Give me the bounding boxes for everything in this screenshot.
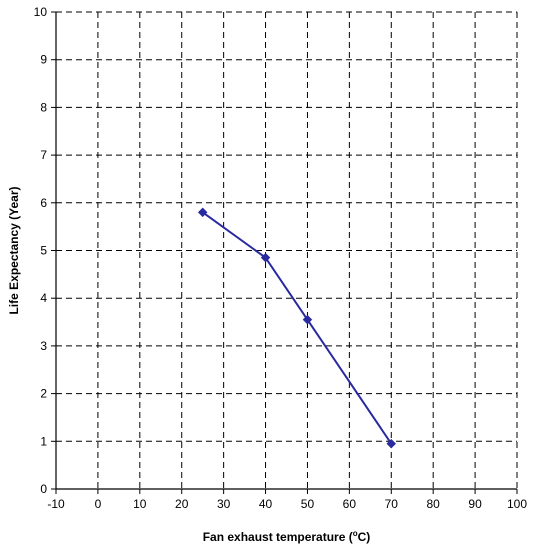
x-axis-title-unit: C)	[358, 530, 371, 544]
y-tick-label: 9	[40, 53, 47, 67]
x-tick-label: 40	[259, 497, 273, 511]
data-point-marker	[386, 438, 397, 449]
y-axis-title: Life Expectancy (Year)	[7, 186, 21, 314]
series-line	[202, 211, 393, 445]
y-tick-label: 3	[40, 339, 47, 353]
y-tick-label: 5	[40, 244, 47, 258]
data-point-marker	[302, 314, 313, 325]
x-axis-title-degree: o	[353, 529, 358, 538]
x-tick-label: 20	[175, 497, 189, 511]
y-tick-label: 6	[40, 196, 47, 210]
x-tick-label: 60	[343, 497, 357, 511]
x-axis-title-main: Fan exhaust temperature (	[203, 530, 353, 544]
y-tick-label: 10	[34, 5, 48, 19]
y-tick-label: 2	[40, 387, 47, 401]
data-point-marker	[197, 207, 208, 218]
x-tick-label: 80	[427, 497, 441, 511]
x-tick-label: 10	[133, 497, 147, 511]
axes	[51, 11, 518, 494]
x-tick-label: 0	[95, 497, 102, 511]
y-tick-label: 8	[40, 100, 47, 114]
series	[197, 207, 397, 449]
x-tick-label: 30	[217, 497, 231, 511]
x-tick-label: -10	[47, 497, 65, 511]
y-tick-label: 0	[40, 482, 47, 496]
x-tick-label: 100	[507, 497, 527, 511]
x-tick-label: 50	[301, 497, 315, 511]
y-tick-label: 4	[40, 291, 47, 305]
x-tick-label: 90	[468, 497, 482, 511]
y-tick-label: 1	[40, 434, 47, 448]
x-axis-title: Fan exhaust temperature (oC)	[203, 529, 371, 544]
grid	[56, 11, 518, 489]
y-tick-label: 7	[40, 148, 47, 162]
x-tick-label: 70	[385, 497, 399, 511]
data-point-marker	[260, 252, 271, 263]
